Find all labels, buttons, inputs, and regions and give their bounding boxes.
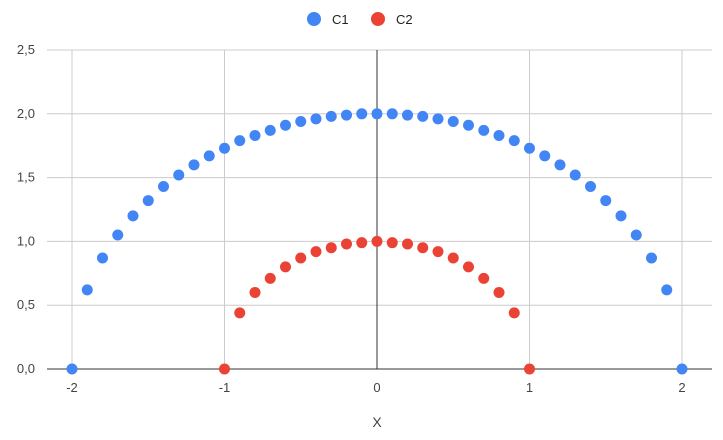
point-c1[interactable]	[386, 108, 398, 120]
y-tick-label: 1,5	[17, 170, 35, 185]
legend-marker-icon	[307, 12, 321, 26]
point-c1[interactable]	[402, 109, 413, 121]
point-c1[interactable]	[127, 210, 139, 222]
point-c2[interactable]	[493, 286, 505, 298]
point-c2[interactable]	[386, 237, 398, 249]
point-c1[interactable]	[173, 169, 185, 181]
point-c1[interactable]	[676, 363, 688, 375]
point-c1[interactable]	[234, 135, 246, 147]
point-c1[interactable]	[219, 142, 230, 154]
legend-label: C2	[396, 12, 413, 27]
point-c1[interactable]	[188, 159, 200, 171]
gridlines	[47, 49, 712, 369]
point-c2[interactable]	[402, 238, 413, 250]
y-tick-label: 0,5	[17, 297, 35, 312]
point-c2[interactable]	[371, 235, 383, 247]
point-c1[interactable]	[615, 210, 627, 222]
point-c1[interactable]	[432, 113, 444, 125]
point-c1[interactable]	[646, 252, 657, 264]
point-c2[interactable]	[249, 286, 261, 298]
legend-item-c2[interactable]: C2	[371, 12, 413, 27]
point-c1[interactable]	[295, 115, 307, 127]
point-c2[interactable]	[310, 246, 322, 258]
legend-marker-icon	[371, 12, 385, 26]
point-c1[interactable]	[280, 119, 291, 131]
legend-label: C1	[332, 12, 349, 27]
point-c1[interactable]	[97, 252, 108, 264]
point-c1[interactable]	[325, 110, 337, 122]
point-c2[interactable]	[264, 272, 276, 284]
point-c1[interactable]	[524, 142, 535, 154]
x-tick-label: -1	[219, 380, 231, 395]
x-tick-label: 0	[373, 380, 380, 395]
point-c2[interactable]	[463, 261, 474, 273]
point-c1[interactable]	[356, 108, 368, 120]
y-tick-label: 2,5	[17, 42, 35, 57]
point-c2[interactable]	[325, 242, 337, 254]
y-axis-tick-labels: 0,0 0,5 1,0 1,5 2,0 2,5	[17, 42, 35, 376]
point-c1[interactable]	[630, 229, 642, 241]
x-tick-label: 2	[678, 380, 685, 395]
point-c1[interactable]	[66, 363, 78, 375]
point-c1[interactable]	[417, 110, 429, 122]
point-c1[interactable]	[447, 115, 459, 127]
point-c1[interactable]	[585, 181, 596, 193]
point-c1[interactable]	[142, 195, 154, 207]
point-c1[interactable]	[112, 229, 124, 241]
point-c2[interactable]	[295, 252, 307, 264]
point-c2[interactable]	[341, 238, 352, 250]
point-c1[interactable]	[493, 129, 505, 141]
point-c1[interactable]	[249, 129, 261, 141]
point-c1[interactable]	[341, 109, 352, 121]
y-tick-label: 1,0	[17, 233, 35, 248]
point-c2[interactable]	[432, 246, 444, 258]
point-c1[interactable]	[661, 284, 673, 296]
point-c1[interactable]	[310, 113, 322, 125]
point-c1[interactable]	[203, 150, 215, 162]
point-c1[interactable]	[371, 108, 383, 120]
point-c2[interactable]	[417, 242, 429, 254]
point-c2[interactable]	[356, 237, 368, 249]
point-c1[interactable]	[81, 284, 93, 296]
legend[interactable]: C1 C2	[307, 12, 413, 27]
axes	[47, 50, 712, 370]
x-axis-title: X	[372, 414, 382, 430]
legend-item-c1[interactable]: C1	[307, 12, 349, 27]
point-c1[interactable]	[569, 169, 581, 181]
point-c1[interactable]	[539, 150, 551, 162]
point-c1[interactable]	[508, 135, 520, 147]
point-c1[interactable]	[463, 119, 474, 131]
point-c1[interactable]	[600, 195, 612, 207]
y-tick-label: 2,0	[17, 106, 35, 121]
point-c1[interactable]	[554, 159, 566, 171]
y-tick-label: 0,0	[17, 361, 35, 376]
x-tick-label: -2	[66, 380, 78, 395]
x-tick-label: 1	[526, 380, 533, 395]
data-points	[66, 108, 688, 375]
point-c2[interactable]	[219, 363, 230, 375]
x-axis-tick-labels: -2 -1 0 1 2	[66, 380, 685, 395]
point-c2[interactable]	[447, 252, 459, 264]
point-c2[interactable]	[508, 307, 520, 319]
point-c2[interactable]	[524, 363, 535, 375]
point-c1[interactable]	[264, 124, 276, 136]
point-c2[interactable]	[280, 261, 291, 273]
point-c1[interactable]	[478, 124, 490, 136]
point-c1[interactable]	[158, 181, 169, 193]
point-c2[interactable]	[478, 272, 490, 284]
point-c2[interactable]	[234, 307, 246, 319]
